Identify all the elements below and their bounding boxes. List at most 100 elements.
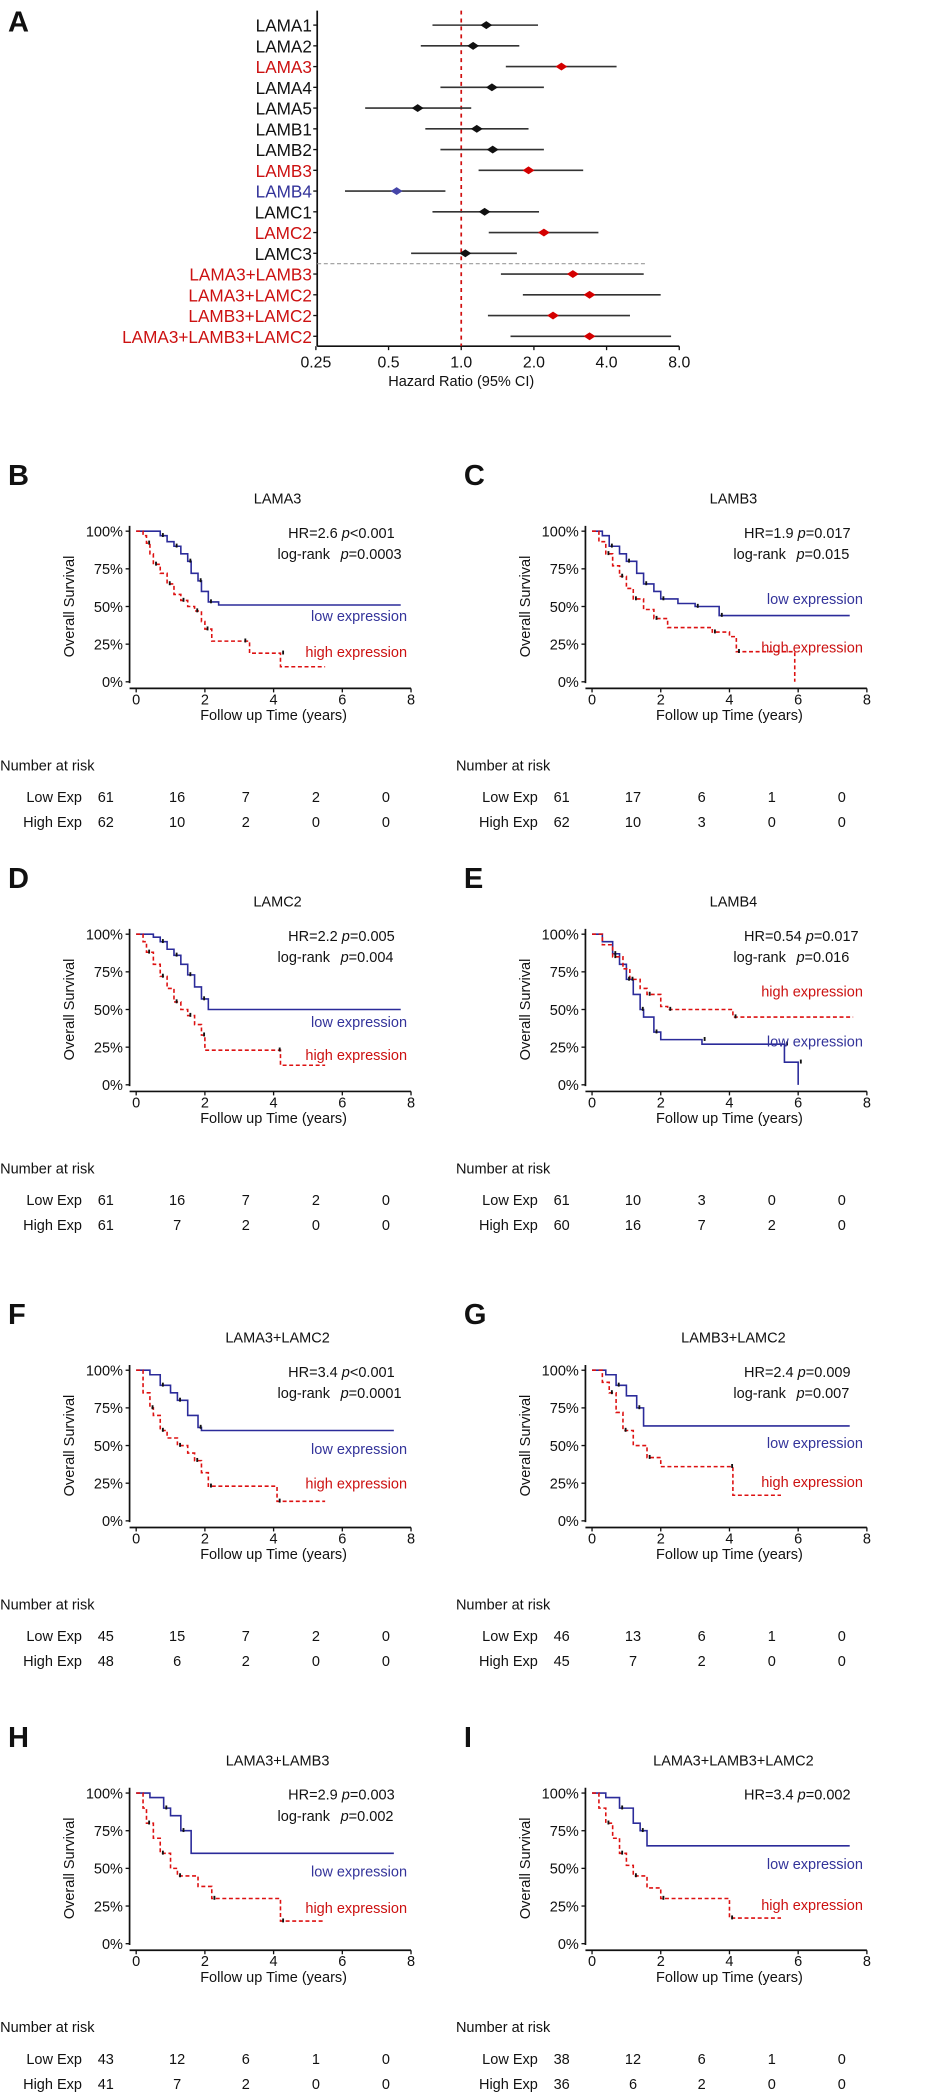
p-symbol: p	[797, 526, 806, 542]
risk-low-count: 1	[768, 1629, 776, 1645]
p-symbol: p	[795, 1386, 804, 1402]
risk-low-count: 2	[312, 1193, 320, 1209]
risk-high-count: 7	[698, 1218, 706, 1234]
low-expression-label: low expression	[311, 609, 407, 625]
x-tick-label: 4	[725, 692, 733, 708]
risk-row-label-high: High Exp	[23, 2077, 82, 2093]
x-axis-label: Follow up Time (years)	[200, 708, 347, 724]
hr-value: HR=0.54	[744, 929, 802, 945]
p-symbol: p	[795, 547, 804, 563]
risk-low-count: 2	[312, 1629, 320, 1645]
plot-title: LAMA3+LAMB3	[226, 1753, 330, 1769]
risk-low-count: 45	[98, 1629, 114, 1645]
plot-title: LAMC2	[253, 894, 301, 910]
risk-low-count: 61	[98, 1193, 114, 1209]
forest-row-label: LAMC3	[255, 244, 312, 264]
forest-row-label: LAMA2	[256, 36, 312, 56]
y-axis-label: Overall Survival	[62, 556, 78, 658]
risk-row-label-low: Low Exp	[26, 2052, 82, 2068]
risk-high-count: 2	[768, 1218, 776, 1234]
x-tick-label: 8.0	[668, 354, 690, 371]
risk-row-label-low: Low Exp	[482, 790, 538, 806]
risk-low-count: 0	[382, 1629, 390, 1645]
hr-diamond	[583, 290, 596, 299]
risk-high-count: 7	[173, 2077, 181, 2093]
y-tick-label: 0%	[558, 675, 579, 691]
y-tick-label: 25%	[550, 1040, 579, 1056]
x-tick-label: 2	[657, 1954, 665, 1970]
forest-row-label: LAMA3+LAMC2	[188, 285, 311, 305]
panel-label: I	[464, 1722, 472, 1754]
y-tick-label: 50%	[94, 1003, 123, 1019]
risk-low-count: 6	[242, 2052, 250, 2068]
y-tick-label: 50%	[550, 1862, 579, 1878]
risk-row-label-high: High Exp	[479, 2077, 538, 2093]
x-axis-label: Follow up Time (years)	[656, 1111, 803, 1127]
y-axis-label: Overall Survival	[62, 1818, 78, 1920]
y-tick-label: 100%	[86, 1786, 123, 1802]
high-expression-label: high expression	[305, 1476, 407, 1492]
risk-low-count: 2	[312, 790, 320, 806]
km-panel-f: F LAMA3+LAMC2 100% 75% 50% 25% 0% 0 2 4 6 8 Follow u…	[0, 1299, 415, 1670]
risk-low-count: 0	[768, 1193, 776, 1209]
plot-title: LAMA3	[254, 491, 302, 507]
panel-label: D	[8, 863, 29, 895]
hr-p-value: =0.002	[806, 1788, 851, 1804]
risk-table-title: Number at risk	[456, 1161, 551, 1177]
risk-row-label-low: Low Exp	[482, 1629, 538, 1645]
risk-low-count: 13	[625, 1629, 641, 1645]
hr-diamond	[467, 41, 480, 50]
y-axis-label: Overall Survival	[518, 1395, 534, 1497]
hr-p-value: =0.017	[814, 929, 859, 945]
risk-high-count: 2	[698, 1654, 706, 1670]
logrank-p-value: =0.0003	[349, 547, 402, 563]
y-tick-label: 100%	[86, 927, 123, 943]
hr-diamond	[470, 124, 483, 133]
x-tick-label: 4	[270, 1954, 278, 1970]
x-tick-label: 0.25	[300, 354, 331, 371]
risk-high-count: 0	[312, 1654, 320, 1670]
hr-p-value: <0.001	[350, 526, 395, 542]
y-tick-label: 25%	[550, 1476, 579, 1492]
x-tick-label: 8	[407, 692, 415, 708]
high-expression-label: high expression	[761, 985, 863, 1001]
hr-diamond	[555, 62, 568, 71]
hr-p-value: =0.003	[350, 1788, 395, 1804]
km-panel-c: C LAMB3 100% 75% 50% 25% 0% 0 2 4 6 8 Follow up Time…	[456, 460, 871, 831]
risk-low-count: 0	[382, 790, 390, 806]
forest-row-label: LAMA3	[256, 57, 312, 77]
p-symbol: p	[795, 950, 804, 966]
logrank-label: log-rank	[278, 547, 331, 563]
risk-high-count: 0	[312, 1218, 320, 1234]
low-expression-curve	[592, 1369, 850, 1427]
forest-row-label: LAMB3	[256, 161, 312, 181]
high-expression-label: high expression	[305, 1048, 407, 1064]
x-tick-label: 2	[201, 1954, 209, 1970]
risk-low-count: 17	[625, 790, 641, 806]
low-expression-curve	[592, 1792, 850, 1847]
y-tick-label: 50%	[94, 1439, 123, 1455]
x-tick-label: 4	[725, 1954, 733, 1970]
p-symbol: p	[341, 526, 350, 542]
forest-row-label: LAMB1	[256, 119, 312, 139]
panel-label: F	[8, 1299, 26, 1331]
p-symbol: p	[340, 950, 349, 966]
risk-high-count: 0	[768, 2077, 776, 2093]
risk-high-count: 36	[554, 2077, 570, 2093]
risk-low-count: 0	[838, 1629, 846, 1645]
risk-high-count: 7	[629, 1654, 637, 1670]
x-tick-label: 0	[588, 1954, 596, 1970]
y-tick-label: 0%	[102, 1078, 123, 1094]
risk-high-count: 0	[838, 1218, 846, 1234]
x-tick-label: 6	[338, 1095, 346, 1111]
risk-row-label-low: Low Exp	[482, 2052, 538, 2068]
hr-text: HR=2.9 p=0.003	[288, 1788, 395, 1804]
risk-high-count: 2	[698, 2077, 706, 2093]
hr-text: HR=3.4 p=0.002	[744, 1788, 851, 1804]
risk-low-count: 0	[838, 790, 846, 806]
y-tick-label: 0%	[558, 1514, 579, 1530]
low-expression-curve	[136, 1792, 394, 1855]
p-symbol: p	[341, 1365, 350, 1381]
x-tick-label: 4	[270, 1095, 278, 1111]
high-expression-curve	[592, 530, 796, 682]
